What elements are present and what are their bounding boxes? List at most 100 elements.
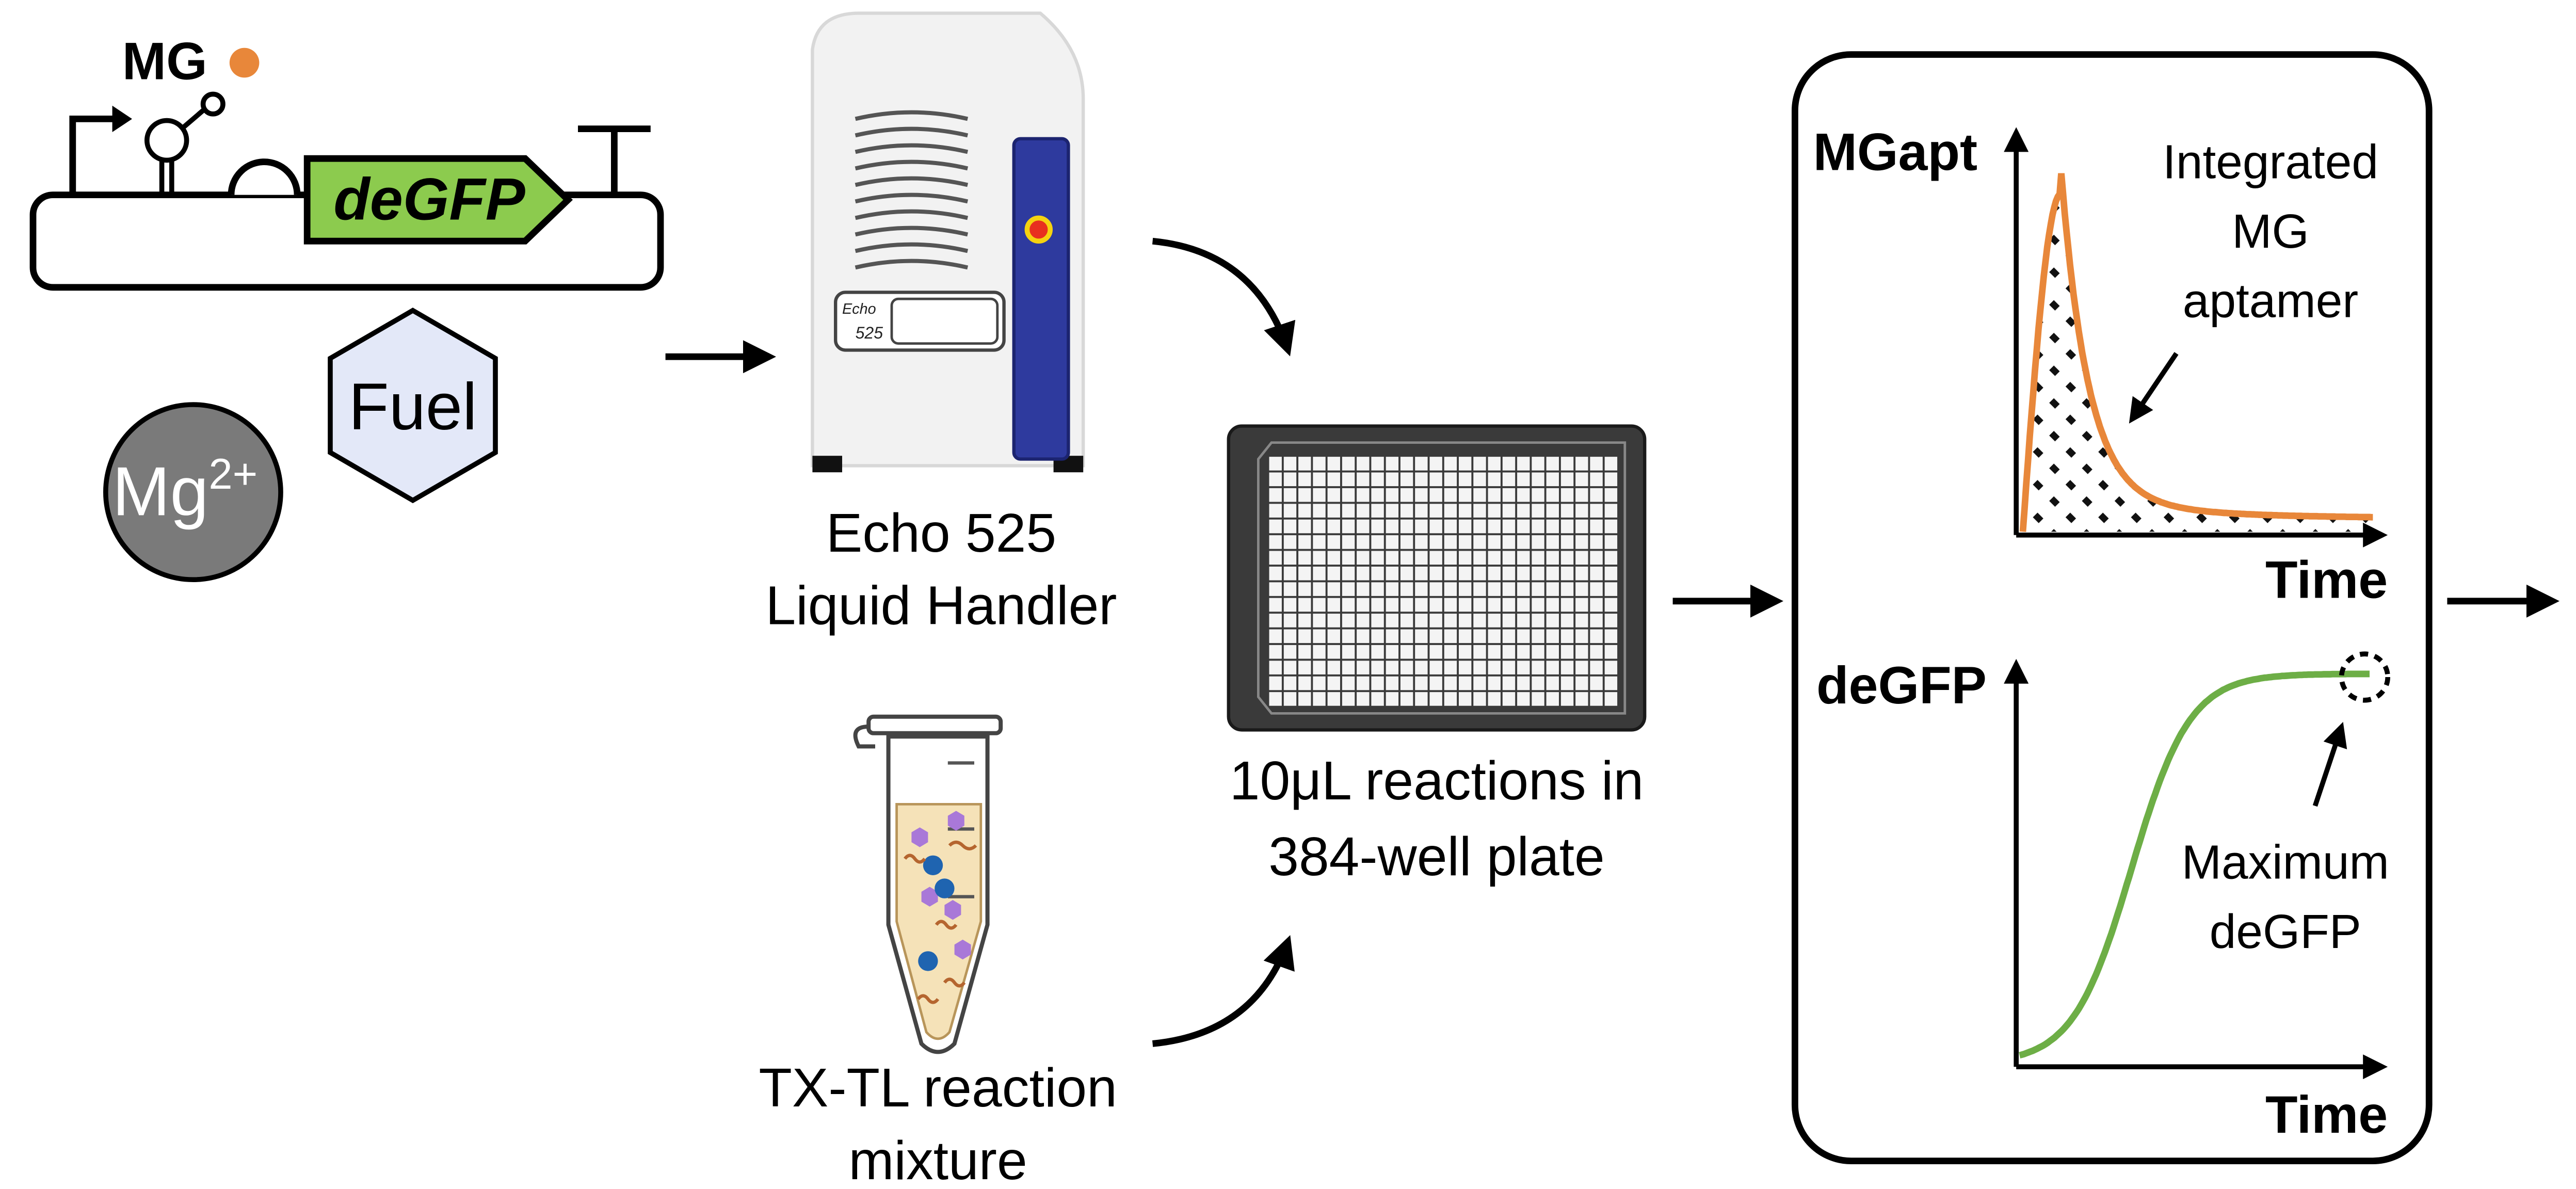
plate-well	[1342, 661, 1355, 674]
plate-well	[1400, 488, 1413, 502]
plate-well	[1283, 676, 1297, 690]
plate-well	[1502, 598, 1516, 612]
plate-well	[1269, 629, 1282, 644]
plate-well	[1546, 692, 1559, 706]
plate-well	[1386, 645, 1399, 659]
plate-well	[1298, 614, 1311, 628]
txtl-tube: TX-TL reaction mixture	[759, 714, 1117, 1189]
plate-well	[1283, 519, 1297, 534]
plate-well	[1269, 519, 1282, 534]
plate-well	[1532, 472, 1544, 487]
plate-well	[1517, 614, 1530, 628]
plate-well	[1357, 629, 1370, 644]
plate-well	[1269, 598, 1282, 612]
plate-well	[1386, 676, 1399, 690]
plate-well	[1560, 676, 1574, 690]
plate-well	[1298, 457, 1311, 471]
plate-well	[1283, 645, 1297, 659]
echo-model-line1: Echo	[842, 301, 876, 317]
echo-blue-panel	[1012, 137, 1070, 461]
arrow-tube-to-plate	[1152, 935, 1295, 1047]
plate-well	[1327, 645, 1340, 659]
plate-well	[1444, 629, 1457, 644]
plate-well	[1546, 645, 1559, 659]
plate-well	[1444, 519, 1457, 534]
plate-well	[1575, 582, 1588, 596]
plate-well	[1298, 566, 1311, 581]
plate-well	[1532, 519, 1544, 534]
plate-well	[1342, 519, 1355, 534]
plate-well	[1327, 535, 1340, 549]
plate-well	[1415, 566, 1428, 581]
plate-well	[1298, 488, 1311, 502]
molecule-icons	[904, 811, 977, 1004]
plate-well	[1357, 457, 1370, 471]
plate-well	[1473, 582, 1486, 596]
results-frame	[1792, 51, 2433, 1164]
plate-well	[1473, 661, 1486, 674]
plate-well	[1429, 519, 1442, 534]
plate-well	[1488, 614, 1501, 628]
plate-well	[1502, 645, 1516, 659]
plate-well	[1444, 566, 1457, 581]
plate-well	[1357, 551, 1370, 565]
plate-well	[1473, 692, 1486, 706]
plate-well	[1575, 692, 1588, 706]
plate-well	[1342, 472, 1355, 487]
plate-well	[1357, 645, 1370, 659]
plate-well	[1546, 535, 1559, 549]
plate-well	[1283, 535, 1297, 549]
plate-well	[1473, 472, 1486, 487]
plate-well	[1342, 582, 1355, 596]
plate-well	[1371, 457, 1384, 471]
plate-well	[1532, 676, 1544, 690]
magnesium-reagent: Mg2+	[103, 402, 283, 582]
plate-well	[1298, 692, 1311, 706]
plate-well	[1269, 535, 1282, 549]
plate-well	[1400, 519, 1413, 534]
plate-well	[1371, 566, 1384, 581]
plate-well	[1313, 519, 1326, 534]
plate-well	[1575, 629, 1588, 644]
plate-well	[1444, 598, 1457, 612]
plate-well	[1400, 472, 1413, 487]
promoter-icon	[69, 116, 116, 195]
plate-well	[1371, 598, 1384, 612]
plate-well	[1590, 661, 1603, 674]
plate-well	[1532, 504, 1544, 518]
plate-well	[1502, 676, 1516, 690]
echo-vent-icon	[855, 110, 969, 270]
mgapt-ylabel: MGapt	[1813, 122, 1978, 182]
plate-well	[1415, 692, 1428, 706]
plate-well	[1269, 457, 1282, 471]
plate-well	[1342, 645, 1355, 659]
plate-well	[1560, 582, 1574, 596]
plate-well	[1473, 551, 1486, 565]
plate-well	[1590, 457, 1603, 471]
plate-well	[1502, 551, 1516, 565]
plate-well	[1400, 676, 1413, 690]
plate-well	[1429, 692, 1442, 706]
plasmid-construct: deGFP MG	[29, 31, 664, 291]
plate-well	[1429, 472, 1442, 487]
plate-well	[1269, 676, 1282, 690]
plate-well	[1488, 551, 1501, 565]
plate-well	[1575, 676, 1588, 690]
plate-well	[1546, 614, 1559, 628]
gene-label: deGFP	[333, 167, 525, 233]
plate-well	[1560, 535, 1574, 549]
plate-well	[1532, 629, 1544, 644]
plate-well	[1371, 551, 1384, 565]
plate-well	[1386, 692, 1399, 706]
plate-well	[1386, 629, 1399, 644]
plate-well	[1590, 472, 1603, 487]
plate-well	[1400, 661, 1413, 674]
plate-well	[1575, 519, 1588, 534]
plate-well	[1283, 457, 1297, 471]
plate-well	[1283, 551, 1297, 565]
plate-well	[1604, 551, 1618, 565]
plate-well	[1604, 661, 1618, 674]
plate-well	[1269, 504, 1282, 518]
plate-well	[1342, 488, 1355, 502]
plate-well	[1444, 676, 1457, 690]
